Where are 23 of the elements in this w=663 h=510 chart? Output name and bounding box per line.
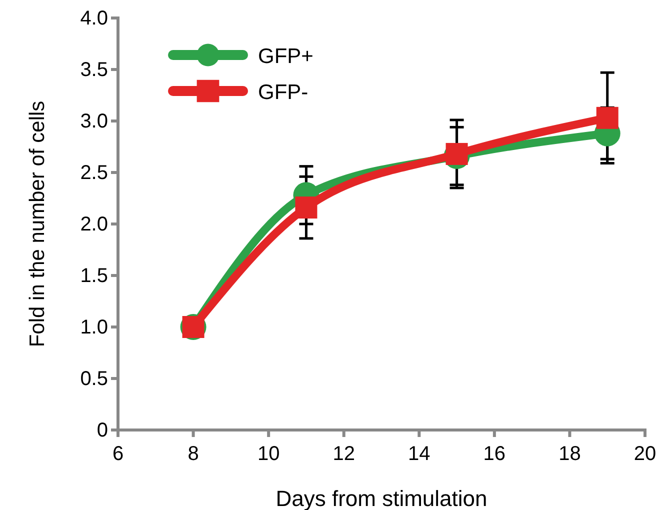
x-tick-label: 20	[634, 443, 656, 465]
y-tick-label: 0.5	[80, 368, 108, 390]
y-tick-label: 1.0	[80, 316, 108, 338]
x-tick-label: 18	[558, 443, 581, 465]
y-tick-label: 1.5	[80, 264, 108, 287]
y-tick-label: 2.0	[80, 213, 108, 236]
y-tick-label: 2.5	[80, 162, 108, 184]
legend-label: GFP-	[258, 81, 308, 104]
legend-label: GFP+	[258, 45, 314, 68]
x-tick-label: 10	[257, 443, 280, 465]
y-tick-label: 3.5	[80, 58, 108, 81]
x-tick-label: 6	[112, 443, 124, 465]
y-tick-label: 4.0	[80, 7, 108, 30]
x-tick-label: 16	[483, 443, 506, 465]
point	[596, 106, 618, 129]
x-tick-label: 12	[332, 443, 355, 465]
point	[446, 142, 468, 165]
y-tick-label: 0	[96, 419, 108, 442]
x-tick-label: 14	[408, 443, 430, 465]
y-tick-label: 3.0	[80, 110, 108, 132]
x-tick-label: 8	[188, 443, 199, 465]
point	[295, 196, 318, 219]
y-axis-title: Fold in the number of cells	[26, 100, 49, 348]
